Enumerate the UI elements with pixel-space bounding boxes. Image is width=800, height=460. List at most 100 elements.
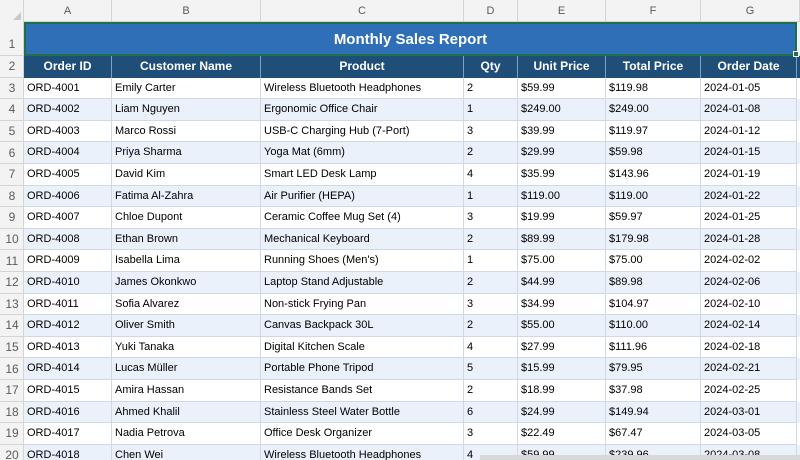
table-cell[interactable]: 4 xyxy=(464,444,518,460)
table-cell[interactable]: 3 xyxy=(464,423,518,445)
column-header-c[interactable]: C xyxy=(261,0,464,22)
table-cell[interactable]: 2024-01-19 xyxy=(701,163,797,186)
table-cell[interactable]: James Okonkwo xyxy=(112,271,261,294)
table-cell[interactable]: ORD-4001 xyxy=(24,77,112,100)
table-cell[interactable]: $24.99 xyxy=(518,401,606,424)
table-cell[interactable]: ORD-4013 xyxy=(24,336,112,359)
header-cell[interactable]: Order ID xyxy=(24,56,112,78)
table-cell[interactable]: 2024-03-08 xyxy=(701,444,797,460)
row-header-11[interactable]: 11 xyxy=(0,250,24,272)
table-cell[interactable]: USB-C Charging Hub (7-Port) xyxy=(261,120,464,143)
table-cell[interactable]: 2024-02-25 xyxy=(701,379,797,402)
table-cell[interactable]: 3 xyxy=(464,207,518,229)
column-header-d[interactable]: D xyxy=(464,0,518,22)
column-header-a[interactable]: A xyxy=(24,0,112,22)
row-header-1[interactable]: 1 xyxy=(0,22,24,56)
table-cell[interactable]: 6 xyxy=(464,401,518,424)
row-header-5[interactable]: 5 xyxy=(0,121,24,143)
table-cell[interactable]: 2024-01-25 xyxy=(701,207,797,229)
row-header-17[interactable]: 17 xyxy=(0,380,24,402)
table-cell[interactable]: ORD-4016 xyxy=(24,401,112,424)
table-cell[interactable]: ORD-4005 xyxy=(24,163,112,186)
row-header-6[interactable]: 6 xyxy=(0,142,24,164)
table-cell[interactable]: Running Shoes (Men's) xyxy=(261,250,464,272)
column-header-b[interactable]: B xyxy=(112,0,261,22)
table-cell[interactable]: Resistance Bands Set xyxy=(261,379,464,402)
table-cell[interactable]: Stainless Steel Water Bottle xyxy=(261,401,464,424)
table-cell[interactable]: Mechanical Keyboard xyxy=(261,228,464,251)
table-cell[interactable]: $179.98 xyxy=(606,228,701,251)
table-cell[interactable]: Ahmed Khalil xyxy=(112,401,261,424)
table-cell[interactable]: Sofia Alvarez xyxy=(112,293,261,316)
table-cell[interactable]: 1 xyxy=(464,185,518,208)
table-cell[interactable]: 2024-01-08 xyxy=(701,99,797,121)
header-cell[interactable]: Product xyxy=(261,56,464,78)
table-cell[interactable]: 3 xyxy=(464,120,518,143)
table-cell[interactable]: ORD-4018 xyxy=(24,444,112,460)
table-cell[interactable]: 2024-02-10 xyxy=(701,293,797,316)
horizontal-scrollbar[interactable] xyxy=(480,455,800,460)
table-cell[interactable]: 2024-01-15 xyxy=(701,142,797,164)
table-cell[interactable]: ORD-4017 xyxy=(24,423,112,445)
table-cell[interactable]: $55.00 xyxy=(518,315,606,337)
row-header-12[interactable]: 12 xyxy=(0,272,24,294)
table-cell[interactable]: $110.00 xyxy=(606,315,701,337)
table-cell[interactable]: ORD-4004 xyxy=(24,142,112,164)
table-cell[interactable]: $249.00 xyxy=(518,99,606,121)
table-cell[interactable]: $59.97 xyxy=(606,207,701,229)
table-cell[interactable]: Lucas Müller xyxy=(112,358,261,380)
table-cell[interactable]: 2024-02-02 xyxy=(701,250,797,272)
table-cell[interactable]: David Kim xyxy=(112,163,261,186)
row-header-19[interactable]: 19 xyxy=(0,423,24,445)
table-cell[interactable]: 2024-01-28 xyxy=(701,228,797,251)
column-header-g[interactable]: G xyxy=(701,0,800,22)
table-cell[interactable]: Yuki Tanaka xyxy=(112,336,261,359)
table-cell[interactable]: $67.47 xyxy=(606,423,701,445)
table-cell[interactable]: 2 xyxy=(464,315,518,337)
table-cell[interactable]: Office Desk Organizer xyxy=(261,423,464,445)
table-cell[interactable]: ORD-4008 xyxy=(24,228,112,251)
table-cell[interactable]: Air Purifier (HEPA) xyxy=(261,185,464,208)
table-cell[interactable]: $59.98 xyxy=(606,142,701,164)
column-header-f[interactable]: F xyxy=(606,0,701,22)
table-cell[interactable]: Amira Hassan xyxy=(112,379,261,402)
table-cell[interactable]: $239.96 xyxy=(606,444,701,460)
table-cell[interactable]: $27.99 xyxy=(518,336,606,359)
table-cell[interactable]: 3 xyxy=(464,293,518,316)
header-cell[interactable]: Customer Name xyxy=(112,56,261,78)
table-cell[interactable]: Portable Phone Tripod xyxy=(261,358,464,380)
table-cell[interactable]: 2 xyxy=(464,228,518,251)
table-cell[interactable]: Yoga Mat (6mm) xyxy=(261,142,464,164)
table-cell[interactable]: 2024-01-12 xyxy=(701,120,797,143)
row-header-15[interactable]: 15 xyxy=(0,337,24,359)
row-header-10[interactable]: 10 xyxy=(0,229,24,251)
table-cell[interactable]: Nadia Petrova xyxy=(112,423,261,445)
table-cell[interactable]: $39.99 xyxy=(518,120,606,143)
table-cell[interactable]: 2024-03-05 xyxy=(701,423,797,445)
table-cell[interactable]: $22.49 xyxy=(518,423,606,445)
table-cell[interactable]: ORD-4010 xyxy=(24,271,112,294)
table-cell[interactable]: Canvas Backpack 30L xyxy=(261,315,464,337)
fill-handle-icon[interactable] xyxy=(793,51,799,57)
table-cell[interactable]: Liam Nguyen xyxy=(112,99,261,121)
select-all-corner-icon[interactable] xyxy=(0,0,24,22)
row-header-7[interactable]: 7 xyxy=(0,164,24,186)
table-cell[interactable]: $75.00 xyxy=(606,250,701,272)
table-cell[interactable]: $119.00 xyxy=(606,185,701,208)
table-cell[interactable]: $37.98 xyxy=(606,379,701,402)
table-cell[interactable]: Digital Kitchen Scale xyxy=(261,336,464,359)
row-header-13[interactable]: 13 xyxy=(0,294,24,316)
table-cell[interactable]: 2024-02-21 xyxy=(701,358,797,380)
table-cell[interactable]: $149.94 xyxy=(606,401,701,424)
table-cell[interactable]: $249.00 xyxy=(606,99,701,121)
header-cell[interactable]: Qty xyxy=(464,56,518,78)
table-cell[interactable]: 2 xyxy=(464,379,518,402)
table-cell[interactable]: $111.96 xyxy=(606,336,701,359)
table-cell[interactable]: Non-stick Frying Pan xyxy=(261,293,464,316)
table-cell[interactable]: Wireless Bluetooth Headphones xyxy=(261,444,464,460)
table-cell[interactable]: $15.99 xyxy=(518,358,606,380)
row-header-8[interactable]: 8 xyxy=(0,186,24,208)
table-cell[interactable]: $89.98 xyxy=(606,271,701,294)
table-cell[interactable]: ORD-4002 xyxy=(24,99,112,121)
table-cell[interactable]: 1 xyxy=(464,99,518,121)
